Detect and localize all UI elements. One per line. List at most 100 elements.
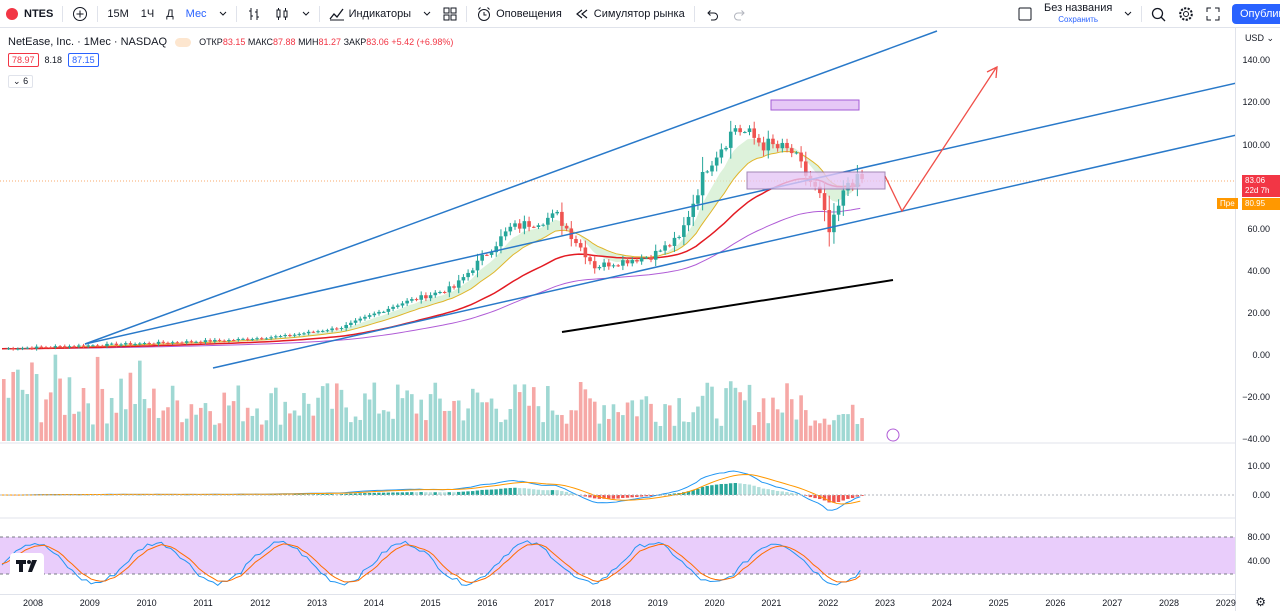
indicators-button[interactable]: Индикаторы (323, 0, 418, 28)
candle-body (358, 318, 363, 321)
volume-bar (44, 399, 48, 441)
layout-checkbox[interactable] (1012, 0, 1038, 28)
candle-body (578, 243, 583, 248)
indicators-dropdown[interactable] (417, 0, 437, 28)
replay-button[interactable]: Симулятор рынка (568, 0, 691, 28)
volume-bar (58, 378, 62, 441)
price-axis[interactable]: USD ⌄ 140.00 120.00 100.00 80.00 60.00 40.00 2… (1235, 28, 1280, 611)
macd-histogram-bar (264, 494, 269, 496)
templates-button[interactable] (437, 0, 463, 28)
macd-histogram-bar (386, 492, 390, 495)
price-tick: 20.00 (1247, 308, 1270, 318)
interval-month[interactable]: Мес (185, 7, 207, 20)
layout-title: Без названия (1044, 2, 1113, 14)
volume-bar (11, 371, 15, 441)
volume-bar (91, 424, 95, 441)
search-button[interactable] (1145, 0, 1172, 28)
macd-histogram-bar (546, 490, 550, 495)
interval-day[interactable]: Д (166, 7, 174, 20)
candle-body (818, 186, 822, 194)
gear-icon (1179, 7, 1194, 21)
candle-body (198, 341, 203, 343)
redo-button[interactable] (726, 0, 754, 28)
candle-body (222, 340, 227, 342)
volume-bar (794, 419, 799, 441)
undo-button[interactable] (698, 0, 726, 28)
candle-body (194, 341, 198, 343)
stoch-k-line (1, 540, 861, 587)
macd-histogram-bar (705, 485, 709, 495)
symbol-search[interactable]: NTES (0, 0, 59, 28)
indicators-collapse-toggle[interactable]: ⌄ 6 (8, 75, 34, 88)
layout-dropdown[interactable] (1118, 0, 1138, 28)
candle-body (442, 291, 447, 293)
volume-bar (635, 416, 639, 441)
volume-bar (264, 420, 269, 441)
bar-style-button[interactable] (240, 0, 268, 28)
volume-bar (410, 394, 414, 441)
macd-histogram-bar (245, 494, 250, 496)
bid-price[interactable]: 78.97 (8, 53, 39, 67)
time-axis[interactable]: 2008 2009 2010 2011 2012 2013 2014 2015 2016 2017… (0, 594, 1236, 612)
interval-dropdown[interactable] (213, 0, 233, 28)
volume-bar (621, 415, 625, 441)
volume-bar (785, 383, 789, 441)
volume-bar (541, 422, 545, 441)
candle-body (691, 203, 696, 217)
candle-body (803, 161, 808, 176)
macd-histogram-bar (644, 495, 648, 497)
volume-bar (105, 423, 109, 441)
candle-body (81, 345, 86, 347)
candle-body (133, 343, 137, 345)
ask-price[interactable]: 87.15 (68, 53, 99, 67)
volume-bar (128, 372, 133, 441)
volume-bar (274, 387, 278, 441)
fullscreen-button[interactable] (1200, 0, 1226, 28)
macd-histogram-bar (785, 492, 789, 495)
candle-body (536, 225, 541, 227)
candle-body (639, 257, 644, 262)
forecast-arrow-head (986, 65, 998, 79)
settings-gear-icon[interactable]: ⚙ (1255, 595, 1266, 609)
candle-body (77, 345, 81, 347)
interval-1h[interactable]: 1Ч (140, 7, 155, 20)
compare-button[interactable] (66, 0, 94, 28)
interval-15m[interactable]: 15M (107, 7, 129, 20)
candle-body (447, 286, 452, 293)
volume-bar (227, 405, 231, 441)
candle-body (72, 346, 76, 348)
volume-bar (832, 420, 836, 441)
macd-histogram-bar (189, 494, 193, 496)
chart-type-dropdown[interactable] (296, 0, 316, 28)
publish-button[interactable]: Опублик (1232, 4, 1280, 24)
macd-histogram-bar (789, 492, 794, 495)
currency-selector[interactable]: USD ⌄ (1244, 33, 1274, 43)
alerts-button[interactable]: Оповещения (470, 0, 568, 28)
candle-body (264, 338, 269, 340)
candle-body (367, 315, 372, 317)
volume-bar (344, 407, 348, 441)
volume-bar (846, 414, 850, 441)
year-tick: 2018 (591, 598, 612, 608)
layout-name[interactable]: Без названия Сохранить (1038, 0, 1118, 28)
volume-bar (780, 412, 785, 441)
settings-button[interactable] (1172, 0, 1200, 28)
resistance-zone (770, 99, 860, 111)
layout-save-link[interactable]: Сохранить (1058, 15, 1099, 24)
macd-histogram-bar (325, 494, 330, 495)
candle-body (339, 328, 344, 330)
tradingview-logo[interactable] (10, 553, 44, 579)
macd-histogram-bar (696, 488, 700, 495)
macd-histogram-bar (381, 492, 386, 495)
replay-label: Симулятор рынка (593, 7, 685, 20)
volume-bar (170, 385, 175, 441)
indicators-label: Индикаторы (348, 7, 412, 20)
candle-body (686, 216, 691, 226)
indicator-count: 6 (23, 76, 29, 86)
candle-style-button[interactable] (268, 0, 296, 28)
candle-body (344, 325, 348, 329)
price-chart[interactable] (0, 28, 1236, 594)
candle-body (485, 254, 489, 256)
macd-histogram-bar (728, 483, 733, 495)
candle-body (710, 165, 714, 172)
